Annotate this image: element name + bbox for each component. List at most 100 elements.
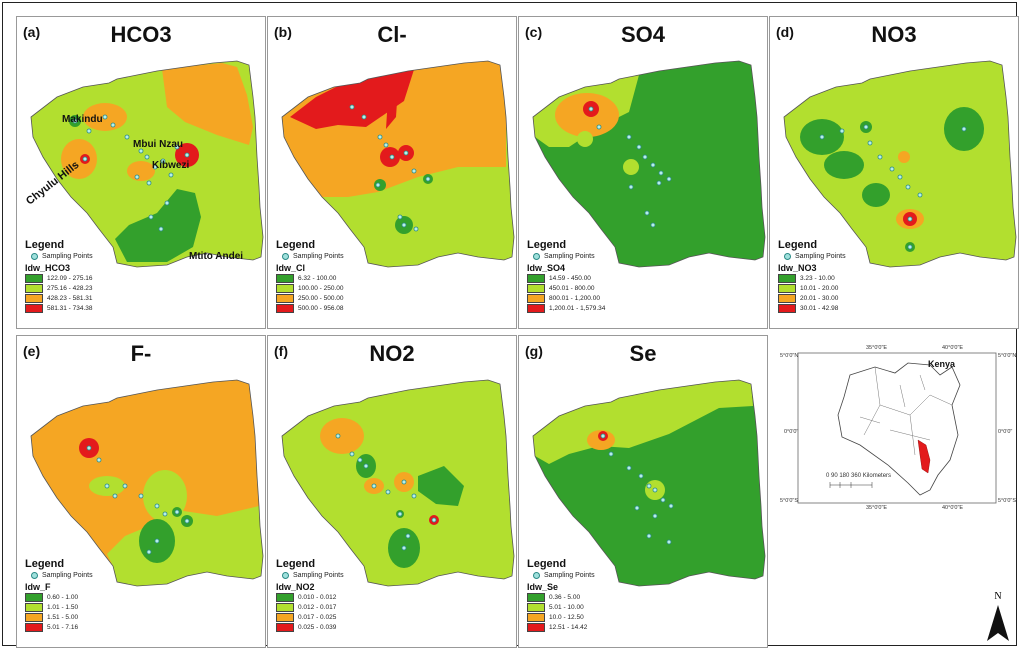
- legend-class-1: 0.010 - 0.012: [276, 593, 426, 602]
- sampling-point: [110, 122, 116, 128]
- legend-swatch: [527, 623, 545, 632]
- sampling-point: [401, 479, 407, 485]
- inset-lon-right-bottom: 40°0'0"E: [942, 505, 964, 511]
- zone-class-3: [320, 418, 364, 454]
- sampling-point: [375, 182, 381, 188]
- inset-lon-right-top: 40°0'0"E: [942, 345, 964, 351]
- zone-class-1: [115, 189, 201, 262]
- sampling-point: [361, 114, 367, 120]
- legend-swatch: [276, 593, 294, 602]
- legend-field-name: Idw_NO3: [778, 263, 817, 273]
- legend-class-1: 6.32 - 100.00: [276, 274, 426, 283]
- sampling-point: [174, 144, 180, 150]
- legend-class-label: 30.01 - 42.98: [800, 305, 839, 312]
- sampling-point: [383, 142, 389, 148]
- sampling-point: [819, 134, 825, 140]
- sampling-point: [628, 184, 634, 190]
- legend-class-label: 12.51 - 14.42: [549, 624, 588, 631]
- sampling-point: [905, 184, 911, 190]
- panel-title: NO2: [369, 341, 415, 366]
- sampling-point: [608, 451, 614, 457]
- place-label-mtito-andei: Mtito Andei: [189, 251, 244, 262]
- sampling-point: [160, 158, 166, 164]
- interpolation-map: [532, 379, 766, 587]
- sampling-point-icon: [282, 572, 289, 579]
- sampling-point: [596, 124, 602, 130]
- legend-swatch: [527, 294, 545, 303]
- zone-class-1: [824, 151, 864, 179]
- legend-class-label: 5.01 - 10.00: [549, 604, 584, 611]
- legend-class-3: 0.017 - 0.025: [276, 613, 426, 622]
- panel-letter: (e): [23, 343, 41, 359]
- legend-class-label: 122.09 - 275.16: [47, 275, 93, 282]
- legend-sampling-points-label: Sampling Points: [544, 253, 595, 260]
- map-panel-f: (e) F- Legend Sampling Points Idw_F 0.60 - 1.…: [16, 335, 266, 648]
- legend-swatch: [527, 284, 545, 293]
- legend-field-name: Idw_F: [25, 582, 51, 592]
- legend-class-label: 3.23 - 10.00: [800, 275, 835, 282]
- legend-class-1: 0.60 - 1.00: [25, 593, 175, 602]
- sampling-point: [961, 126, 967, 132]
- legend-class-2: 10.01 - 20.00: [778, 284, 928, 293]
- inset-lat-mid-left: 0°0'0": [784, 429, 799, 435]
- map-legend: Legend Sampling Points Idw_SO4 14.59 - 450.…: [527, 239, 677, 313]
- legend-sampling-points: Sampling Points: [533, 253, 677, 260]
- legend-class-label: 5.01 - 7.16: [47, 624, 79, 631]
- sampling-point-icon: [31, 572, 38, 579]
- map-panel-se: (g) Se Legend Sampling Points Idw_Se 0.36 - 5…: [518, 335, 768, 648]
- legend-swatch: [25, 284, 43, 293]
- sampling-point: [134, 174, 140, 180]
- inset-scale-label: 0 90 180 360 Kilometers: [826, 473, 892, 479]
- panel-letter: (d): [776, 24, 794, 40]
- sampling-point: [646, 533, 652, 539]
- sampling-point: [431, 517, 437, 523]
- sampling-point-icon: [533, 572, 540, 579]
- zone-class-1: [418, 466, 464, 506]
- sampling-point: [349, 104, 355, 110]
- legend-class-label: 581.31 - 734.38: [47, 305, 93, 312]
- legend-sampling-points: Sampling Points: [533, 572, 677, 579]
- zone-class-3: [898, 151, 910, 163]
- legend-class-label: 10.01 - 20.00: [800, 285, 839, 292]
- legend-class-1: 14.59 - 450.00: [527, 274, 677, 283]
- interpolation-map: [30, 60, 264, 268]
- legend-class-label: 1,200.01 - 1,579.34: [549, 305, 606, 312]
- legend-sampling-points-label: Sampling Points: [544, 572, 595, 579]
- sampling-point: [124, 134, 130, 140]
- inset-map-svg: [797, 352, 997, 504]
- legend-class-1: 3.23 - 10.00: [778, 274, 928, 283]
- legend-swatch: [25, 593, 43, 602]
- sampling-point: [82, 156, 88, 162]
- legend-title: Legend: [25, 239, 65, 251]
- sampling-point: [642, 154, 648, 160]
- panel-title: NO3: [871, 22, 917, 47]
- sampling-point: [112, 493, 118, 499]
- legend-class-4: 581.31 - 734.38: [25, 304, 175, 313]
- legend-sampling-points: Sampling Points: [282, 572, 426, 579]
- legend-class-label: 1.51 - 5.00: [47, 614, 79, 621]
- legend-swatch: [527, 613, 545, 622]
- sampling-point: [96, 457, 102, 463]
- legend-swatch: [276, 613, 294, 622]
- sampling-point: [411, 493, 417, 499]
- district-boundary: [532, 379, 766, 587]
- map-legend: Legend Sampling Points Idw_NO3 3.23 - 10.00…: [778, 239, 928, 313]
- zone-class-2: [623, 159, 639, 175]
- sampling-point: [168, 172, 174, 178]
- legend-class-3: 800.01 - 1,200.00: [527, 294, 677, 303]
- sampling-point: [357, 457, 363, 463]
- sampling-point: [397, 511, 403, 517]
- sampling-point: [174, 509, 180, 515]
- sampling-point: [72, 118, 78, 124]
- sampling-point: [897, 174, 903, 180]
- sampling-point: [104, 483, 110, 489]
- sampling-point: [907, 244, 913, 250]
- zone-base: [784, 61, 1016, 267]
- legend-swatch: [527, 274, 545, 283]
- panel-letter: (a): [23, 24, 41, 40]
- legend-field-name: Idw_Se: [527, 582, 559, 592]
- panel-letter: (f): [274, 343, 288, 359]
- zone-class-2: [107, 506, 263, 586]
- inset-country-label: Kenya: [928, 359, 956, 369]
- north-arrow-icon: [987, 605, 1009, 641]
